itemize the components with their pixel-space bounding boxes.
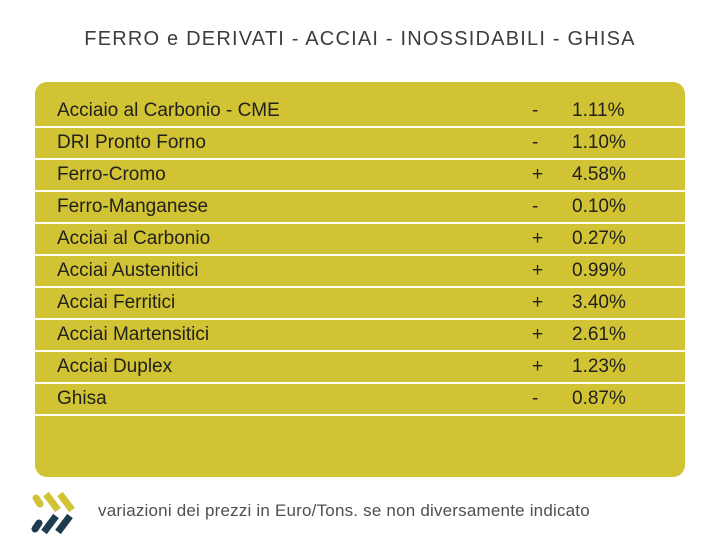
row-value: 0.87% [572, 388, 626, 409]
row-label: Acciai Duplex [57, 356, 173, 377]
price-table-rows: Acciaio al Carbonio - CME - 1.11% DRI Pront… [35, 96, 685, 416]
row-label: Ghisa [57, 388, 107, 409]
row-label: Acciai Martensitici [57, 324, 210, 345]
row-sign: + [532, 292, 544, 313]
table-row: Ferro-Cromo +4.58% [35, 160, 685, 192]
table-row: Acciai Duplex +1.23% [35, 352, 685, 384]
row-label: Acciai Austenitici [57, 260, 199, 281]
table-row: Ferro-Manganese - 0.10% [35, 192, 685, 224]
row-value: 3.40% [572, 292, 626, 313]
row-sign: + [532, 356, 544, 377]
row-label: Acciaio al Carbonio - CME [57, 100, 280, 121]
row-value: 0.10% [572, 196, 626, 217]
row-value: 0.99% [572, 260, 626, 281]
row-sign: - [532, 100, 539, 121]
table-row: Ghisa - 0.87% [35, 384, 685, 416]
footer: variazioni dei prezzi in Euro/Tons. se n… [0, 486, 720, 546]
page-title: FERRO e DERIVATI - ACCIAI - INOSSIDABILI… [84, 28, 636, 50]
row-value: 4.58% [572, 164, 626, 185]
table-row: Acciai Ferritici +3.40% [35, 288, 685, 320]
row-value: 2.61% [572, 324, 626, 345]
table-row: Acciai Austenitici +0.99% [35, 256, 685, 288]
row-label: Ferro-Manganese [57, 196, 209, 217]
row-sign: + [532, 164, 544, 185]
row-sign: + [532, 228, 544, 249]
row-label: Acciai Ferritici [57, 292, 176, 313]
row-value: 1.11% [572, 100, 625, 121]
row-label: Acciai al Carbonio [57, 228, 211, 249]
table-row: Acciaio al Carbonio - CME - 1.11% [35, 96, 685, 128]
footer-note: variazioni dei prezzi in Euro/Tons. se n… [98, 501, 590, 520]
row-sign: - [532, 388, 539, 409]
row-label: Ferro-Cromo [57, 164, 166, 185]
row-sign: + [532, 324, 544, 345]
row-value: 0.27% [572, 228, 626, 249]
row-sign: - [532, 196, 539, 217]
row-sign: + [532, 260, 544, 281]
row-label: DRI Pronto Forno [57, 132, 206, 153]
row-value: 1.10% [572, 132, 626, 153]
table-row: Acciai al Carbonio +0.27% [35, 224, 685, 256]
row-value: 1.23% [572, 356, 626, 377]
price-variations-panel: Acciaio al Carbonio - CME - 1.11% DRI Pront… [35, 82, 685, 477]
table-row: DRI Pronto Forno - 1.10% [35, 128, 685, 160]
table-row: Acciai Martensitici +2.61% [35, 320, 685, 352]
double-chevron-logo-icon [29, 489, 79, 537]
row-sign: - [532, 132, 539, 153]
